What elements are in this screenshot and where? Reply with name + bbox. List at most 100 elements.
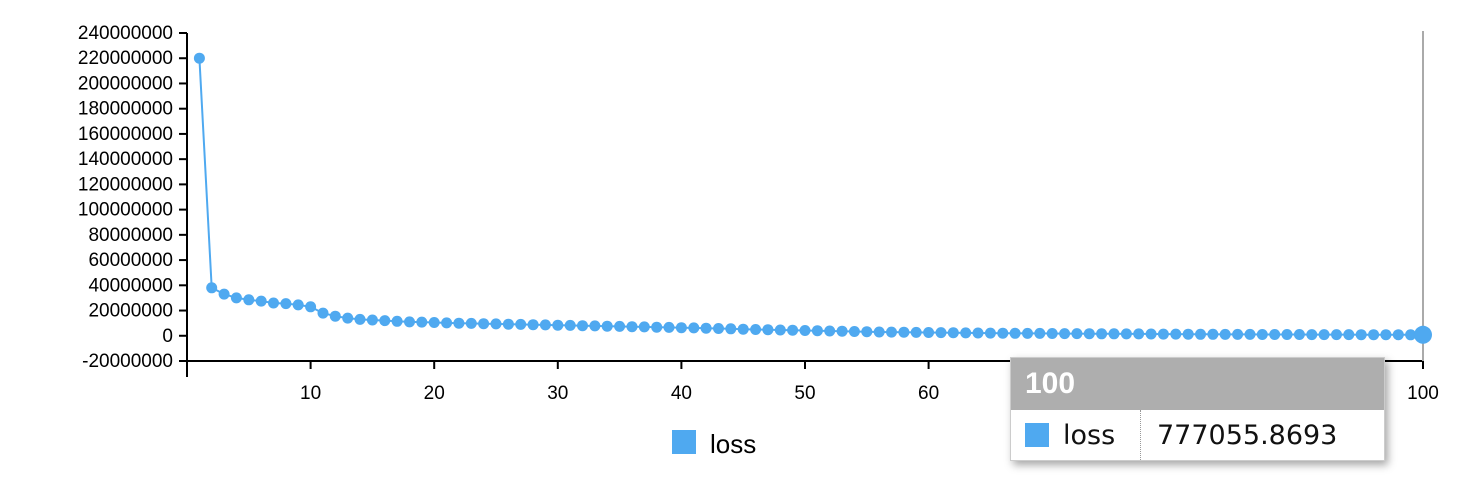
data-point[interactable] (1293, 329, 1305, 340)
data-point[interactable] (1108, 328, 1120, 340)
data-point[interactable] (947, 327, 959, 339)
data-point[interactable] (564, 319, 576, 331)
data-point[interactable] (329, 310, 341, 322)
data-point[interactable] (342, 312, 354, 324)
data-point[interactable] (490, 318, 502, 330)
data-point[interactable] (552, 319, 564, 331)
data-point[interactable] (502, 318, 514, 330)
data-point[interactable] (230, 292, 242, 304)
data-point[interactable] (713, 323, 724, 334)
data-point[interactable] (1244, 328, 1256, 340)
data-point[interactable] (774, 324, 786, 336)
data-point[interactable] (391, 315, 403, 327)
data-point[interactable] (1331, 329, 1342, 341)
data-point[interactable] (1133, 328, 1145, 340)
data-point[interactable] (651, 321, 663, 333)
data-point[interactable] (1281, 329, 1293, 340)
data-point[interactable] (923, 327, 935, 338)
data-point[interactable] (1157, 328, 1169, 340)
data-point[interactable] (1414, 325, 1432, 344)
data-point[interactable] (824, 325, 836, 337)
data-point[interactable] (675, 322, 687, 334)
data-point[interactable] (1306, 329, 1318, 341)
data-point[interactable] (997, 327, 1009, 339)
data-point[interactable] (1182, 328, 1194, 340)
data-point[interactable] (280, 298, 292, 310)
data-point[interactable] (243, 294, 255, 306)
data-point[interactable] (515, 318, 527, 330)
data-point[interactable] (1145, 328, 1157, 340)
data-point[interactable] (218, 288, 230, 300)
data-point[interactable] (379, 315, 391, 327)
data-point[interactable] (1392, 329, 1404, 341)
data-point[interactable] (1380, 329, 1392, 341)
legend-swatch-loss[interactable] (672, 430, 696, 454)
data-point[interactable] (1368, 329, 1380, 341)
data-point[interactable] (268, 297, 279, 309)
data-point[interactable] (1071, 328, 1083, 340)
data-point[interactable] (688, 322, 700, 334)
data-point[interactable] (1405, 329, 1417, 341)
data-point[interactable] (848, 326, 860, 337)
data-point[interactable] (984, 327, 996, 339)
data-point[interactable] (836, 325, 848, 337)
data-point[interactable] (1009, 327, 1021, 339)
data-point[interactable] (539, 319, 551, 331)
data-point[interactable] (935, 327, 947, 339)
data-point[interactable] (305, 301, 317, 313)
data-point[interactable] (366, 314, 378, 326)
data-point[interactable] (292, 299, 304, 311)
data-point[interactable] (1046, 328, 1058, 339)
data-point[interactable] (725, 323, 737, 335)
data-point[interactable] (1059, 328, 1071, 340)
data-point[interactable] (1318, 329, 1330, 341)
data-point[interactable] (614, 320, 626, 332)
data-point[interactable] (441, 317, 453, 329)
data-point[interactable] (762, 324, 774, 336)
data-point[interactable] (626, 321, 638, 333)
data-point[interactable] (1269, 329, 1281, 340)
data-point[interactable] (811, 325, 823, 337)
data-point[interactable] (404, 316, 415, 328)
data-point[interactable] (1195, 328, 1206, 340)
data-point[interactable] (453, 317, 465, 329)
data-point[interactable] (255, 295, 267, 307)
data-point[interactable] (1232, 328, 1244, 340)
data-point[interactable] (465, 317, 477, 329)
data-point[interactable] (886, 326, 897, 338)
data-point[interactable] (1219, 328, 1231, 340)
data-point[interactable] (1083, 328, 1095, 340)
data-point[interactable] (737, 323, 749, 335)
data-point[interactable] (873, 326, 885, 338)
data-point[interactable] (861, 326, 873, 338)
data-point[interactable] (428, 317, 440, 328)
data-point[interactable] (527, 319, 539, 331)
data-point[interactable] (1120, 328, 1132, 340)
legend-label-loss[interactable]: loss (710, 429, 756, 459)
data-point[interactable] (317, 307, 329, 319)
data-point[interactable] (1355, 329, 1367, 341)
data-point[interactable] (1034, 327, 1046, 339)
data-point[interactable] (601, 320, 613, 332)
data-point[interactable] (663, 321, 675, 333)
data-point[interactable] (1343, 329, 1355, 341)
data-point[interactable] (193, 52, 205, 64)
data-point[interactable] (478, 318, 490, 330)
data-point[interactable] (750, 324, 762, 335)
data-point[interactable] (910, 326, 922, 338)
data-point[interactable] (799, 325, 811, 336)
data-point[interactable] (589, 320, 601, 332)
data-point[interactable] (972, 327, 984, 339)
data-point[interactable] (1170, 328, 1182, 340)
data-point[interactable] (206, 282, 218, 294)
legend[interactable]: loss (672, 429, 756, 459)
data-point[interactable] (416, 316, 428, 328)
data-point[interactable] (1207, 328, 1219, 340)
data-point[interactable] (638, 321, 650, 333)
data-point[interactable] (577, 320, 588, 332)
data-point[interactable] (1022, 327, 1033, 339)
data-point[interactable] (960, 327, 972, 339)
data-point[interactable] (700, 322, 712, 334)
data-point[interactable] (1256, 329, 1268, 340)
data-point[interactable] (787, 324, 799, 336)
